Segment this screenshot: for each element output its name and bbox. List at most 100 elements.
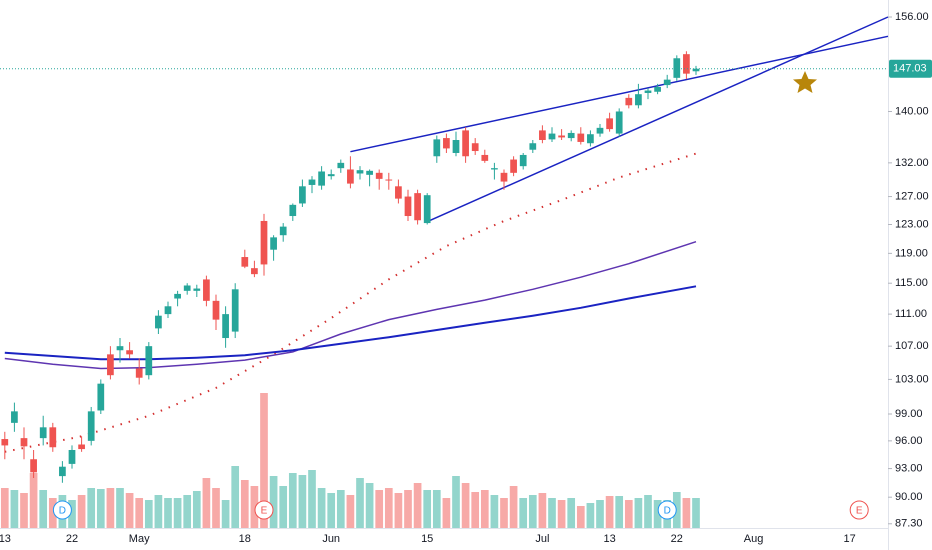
volume-bar: [423, 490, 432, 528]
volume-bar: [269, 476, 278, 528]
event-label: E: [856, 506, 863, 517]
volume-bar: [0, 488, 9, 528]
candle-body: [491, 168, 498, 170]
volume-bar: [452, 476, 460, 528]
last-price-box: [889, 59, 932, 78]
candle-body: [375, 172, 383, 179]
volume-bar: [327, 493, 336, 528]
volume-bar: [576, 506, 585, 528]
candle-body: [567, 132, 575, 139]
volume-bar: [20, 493, 28, 528]
volume-bar: [404, 490, 412, 528]
candle-body: [423, 195, 431, 224]
y-tick-label: 96.00: [895, 435, 923, 447]
candle-body: [663, 79, 671, 86]
volume-bar: [519, 498, 528, 528]
candle-body: [145, 346, 153, 376]
candle-body: [116, 346, 124, 351]
candle-body: [452, 140, 460, 153]
volume-bar: [596, 500, 604, 528]
y-tick-label: 87.30: [895, 518, 923, 530]
x-tick-label: May: [129, 533, 150, 545]
y-tick-label: 90.00: [895, 491, 923, 503]
candle-body: [635, 94, 642, 106]
volume-bar: [250, 486, 259, 528]
candle-body: [87, 411, 95, 441]
candle-body: [308, 179, 316, 185]
indicator-line: [4, 240, 697, 370]
event-label: D: [664, 506, 671, 517]
volume-bar: [125, 493, 134, 528]
candle-body: [337, 162, 345, 169]
candle-body: [577, 133, 585, 142]
candle-body: [107, 354, 114, 376]
volume-bar: [29, 473, 38, 528]
candle-body: [539, 130, 546, 141]
candle-body: [155, 315, 162, 329]
candle-body: [558, 135, 565, 138]
volume-bar: [548, 498, 556, 528]
volume-bar: [317, 488, 326, 528]
volume-bar: [164, 498, 172, 528]
candle-body: [135, 368, 143, 378]
candle-body: [193, 288, 201, 291]
candle-body: [11, 411, 18, 423]
y-tick-label: 140.00: [895, 105, 929, 117]
candle-body: [471, 143, 479, 152]
event-label: D: [59, 506, 66, 517]
candle-body: [356, 170, 364, 174]
event-marker: [657, 500, 677, 520]
candle-body: [692, 68, 700, 72]
volume-bar: [39, 490, 48, 528]
indicator-line: [4, 285, 697, 361]
volume-bar: [288, 473, 297, 528]
candle-body: [1, 439, 9, 446]
candle-body: [183, 285, 191, 291]
candle-body: [366, 170, 373, 175]
y-tick-label: 127.00: [895, 190, 929, 202]
volume-bar: [480, 490, 489, 528]
event-marker: [849, 500, 869, 520]
candle-body: [519, 154, 527, 167]
volume-bar: [154, 495, 163, 528]
candle-body: [433, 139, 441, 157]
volume-bar: [183, 495, 192, 528]
x-tick-label: Aug: [744, 533, 764, 545]
candle-body: [414, 193, 421, 221]
x-tick-label: 22: [671, 533, 683, 545]
y-tick-label: 156.00: [895, 11, 929, 23]
candle-body: [500, 172, 508, 182]
event-marker: [52, 500, 72, 520]
volume-bar: [567, 498, 576, 528]
candle-body: [59, 466, 66, 477]
volume-bar: [221, 500, 230, 528]
candle-body: [241, 257, 249, 267]
volume-bar: [500, 498, 508, 528]
volume-bar: [116, 488, 124, 528]
candle-body: [683, 54, 690, 74]
volume-bar: [346, 495, 355, 528]
y-tick-label: 99.00: [895, 408, 923, 420]
indicator-line: [4, 152, 697, 453]
x-tick-label: 13: [603, 533, 615, 545]
volume-bar: [682, 498, 691, 528]
candle-body: [327, 174, 335, 177]
x-tick-label: 22: [66, 533, 78, 545]
candle-body: [510, 159, 517, 173]
candle-body: [270, 237, 277, 250]
candle-body: [385, 179, 393, 181]
candle-body: [443, 138, 450, 149]
volume-bar: [672, 492, 681, 528]
candle-body: [481, 154, 489, 161]
volume-bar: [615, 496, 624, 528]
volume-bar: [77, 495, 86, 528]
volume-bar: [653, 500, 662, 528]
volume-bar: [461, 483, 470, 528]
candle-body: [587, 134, 594, 144]
volume-bar: [365, 483, 374, 528]
candle-body: [529, 143, 537, 150]
event-marker: [254, 500, 274, 520]
volume-bar: [394, 493, 403, 528]
y-tick-label: 93.00: [895, 462, 923, 474]
volume-bar: [192, 491, 201, 528]
